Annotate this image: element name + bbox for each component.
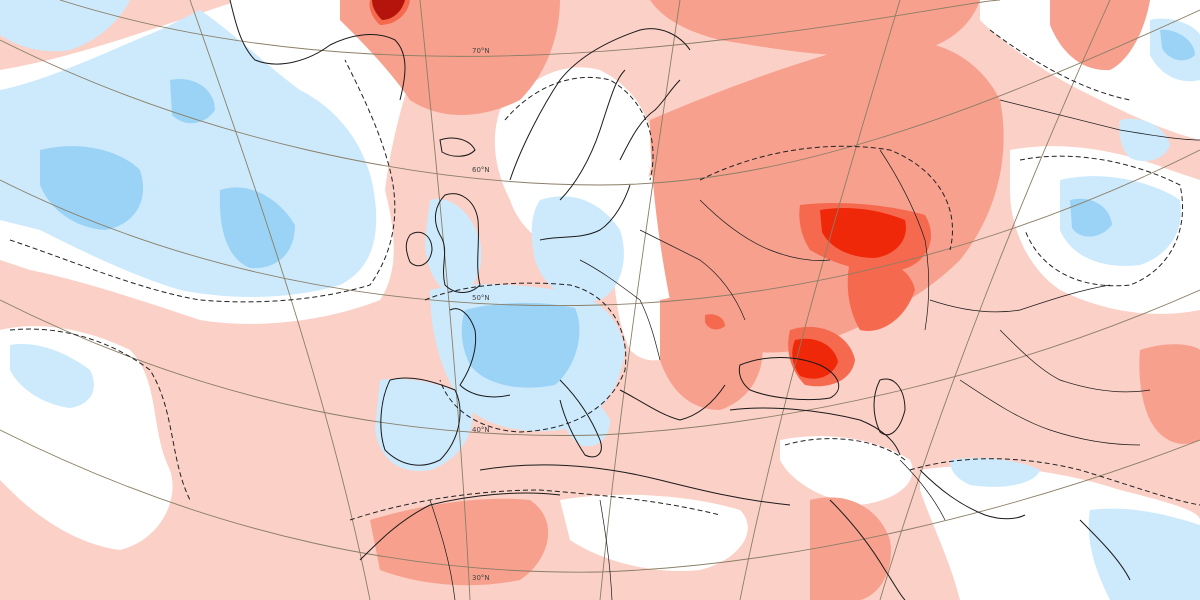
greenland-extreme-core — [372, 0, 405, 20]
himalaya-cold — [1088, 508, 1200, 600]
arctic-cold-core-east — [1160, 29, 1195, 61]
dashed-contours — [9, 29, 1200, 521]
labrador-cold — [0, 0, 130, 52]
lon-line-5 — [879, 0, 1111, 600]
africa-dashed-contour — [349, 489, 721, 521]
north-africa-coast — [359, 492, 561, 561]
balkans-warm — [660, 296, 763, 410]
warm-strong-regions — [792, 208, 906, 379]
siberia-dashed-contour — [1019, 155, 1184, 287]
lat-label-70: 70°N — [472, 47, 490, 55]
lat-line-50 — [0, 149, 1200, 307]
caspian-coast — [873, 378, 906, 436]
border-asia-2 — [959, 379, 1141, 446]
lat-label-50: 50°N — [472, 294, 490, 302]
greenland-neutral — [230, 0, 341, 51]
border-mideast — [899, 459, 946, 521]
iberia-dashed-contour — [9, 328, 191, 501]
arabia-warm — [810, 497, 891, 600]
lon-line-2 — [419, 0, 471, 600]
lat-label-30: 30°N — [472, 574, 490, 582]
sweden-coast — [559, 69, 626, 201]
country-borders — [429, 99, 1200, 600]
russia-dashed-contour — [699, 145, 953, 251]
lat-label-40: 40°N — [472, 426, 490, 434]
iberia-coast — [380, 377, 461, 466]
lat-line-30 — [0, 429, 1200, 573]
red-sea-coast — [829, 499, 906, 600]
mediterranean-coast — [479, 464, 791, 506]
latitude-labels: 70°N 60°N 50°N 40°N 30°N — [472, 47, 490, 582]
siberia-cold-core — [1070, 198, 1112, 237]
scandinavia-dashed-contour — [504, 76, 654, 181]
border-siberia — [999, 99, 1200, 141]
russia-warm — [650, 39, 1004, 353]
black-sea-coast — [738, 357, 840, 401]
arctic-dashed-contour — [989, 29, 1131, 101]
persian-gulf-coast — [919, 469, 1026, 520]
mideast-dashed-contour — [909, 458, 1200, 506]
turkey-coast — [729, 407, 901, 456]
border-asia-1 — [999, 329, 1151, 393]
atlantic-cold-core-1 — [40, 146, 144, 230]
europe-dashed-contour — [424, 282, 627, 433]
ireland-coast — [405, 231, 433, 267]
iceland-coast — [439, 137, 476, 157]
italy-coast — [559, 379, 602, 458]
balkan-warm-spot — [705, 314, 725, 330]
siberia-cold — [1060, 176, 1181, 266]
baltic-coast — [539, 184, 631, 241]
border-eu-2 — [639, 229, 746, 321]
border-kazakhstan — [929, 284, 1111, 313]
norway-coast — [509, 28, 691, 181]
india-warm — [1139, 344, 1200, 444]
mediterranean-dashed-contour — [784, 438, 906, 461]
azores-cold — [10, 344, 94, 408]
greenland-sea-warm — [340, 0, 560, 115]
lon-line-4 — [739, 0, 901, 600]
volga-strong-core — [820, 208, 906, 258]
lat-line-40 — [0, 289, 1200, 436]
coastlines — [229, 0, 1131, 600]
caspian-cold — [950, 458, 1040, 487]
cold-mid-regions — [40, 29, 1195, 388]
border-russia-2 — [879, 149, 930, 331]
france-coast — [449, 308, 511, 398]
border-africa-2 — [599, 499, 613, 600]
central-europe-cold — [531, 196, 624, 301]
kazakhstan-warm-band — [847, 258, 915, 331]
france-cold-core — [461, 302, 580, 388]
border-eu-1 — [579, 259, 661, 361]
lat-line-70 — [59, 0, 1001, 57]
finland-coast — [619, 79, 681, 161]
mediterranean-neutral — [780, 436, 913, 505]
britain-cold — [425, 199, 482, 295]
scandinavia-neutral — [494, 67, 653, 251]
ural-cold — [1119, 118, 1170, 162]
lat-label-60: 60°N — [472, 166, 490, 174]
atlantic-dashed-contour — [9, 59, 396, 303]
britain-coast — [434, 193, 481, 293]
balkans-coast — [619, 384, 726, 421]
border-africa — [429, 499, 456, 600]
atlantic-cold-core-2 — [219, 187, 295, 269]
border-russia-1 — [699, 199, 831, 261]
arctic-east-warm — [1050, 0, 1150, 71]
north-africa-neutral — [560, 494, 748, 571]
greenland-coast — [229, 0, 406, 101]
arabian-sea-coast — [1079, 519, 1131, 581]
iberia-cold — [375, 378, 473, 471]
lon-line-3 — [599, 0, 681, 600]
north-africa-warm — [370, 498, 549, 586]
lat-line-60 — [0, 9, 1200, 186]
atlantic-cold-core-3 — [170, 79, 215, 124]
warm-mid-regions — [340, 0, 1200, 600]
